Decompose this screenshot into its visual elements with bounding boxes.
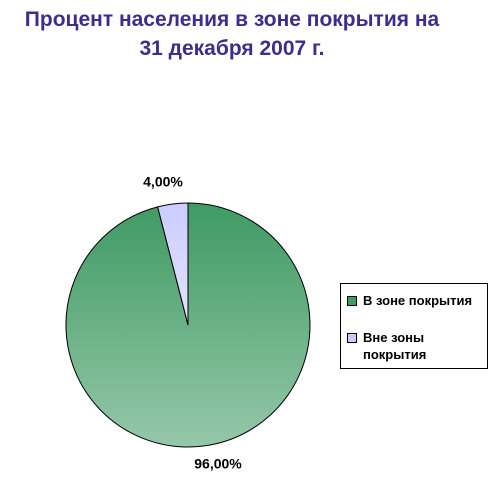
legend-item: Вне зоны покрытия	[347, 329, 487, 363]
legend-label: В зоне покрытия	[363, 293, 473, 308]
pie-slice	[157, 202, 189, 326]
data-label: 4,00%	[143, 174, 183, 190]
legend: В зоне покрытия Вне зоны покрытия	[340, 283, 488, 369]
legend-swatch	[347, 333, 357, 343]
data-label: 96,00%	[194, 456, 242, 472]
legend-label: Вне зоны покрытия	[363, 330, 427, 362]
legend-swatch	[347, 296, 357, 306]
legend-item: В зоне покрытия	[347, 292, 487, 309]
chart-title: 31 декабря 2007 г.	[139, 37, 324, 60]
chart-title: Процент населения в зоне покрытия на	[25, 8, 440, 31]
